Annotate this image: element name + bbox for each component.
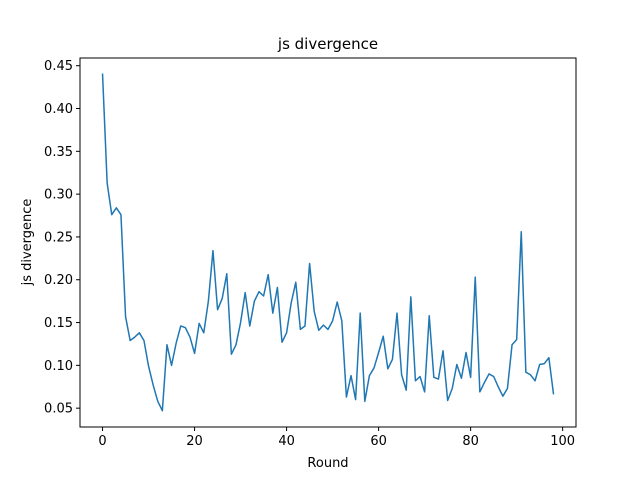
y-tick-label: 0.05 <box>44 402 73 417</box>
chart-title: js divergence <box>277 35 378 53</box>
y-tick-label: 0.35 <box>44 145 73 160</box>
y-tick-label: 0.30 <box>44 188 73 203</box>
y-axis-label: js divergence <box>20 199 35 287</box>
x-tick-label: 40 <box>278 434 295 449</box>
y-tick-label: 0.45 <box>44 59 73 74</box>
y-tick-label: 0.15 <box>44 316 73 331</box>
x-axis-label: Round <box>307 456 348 471</box>
x-tick-label: 60 <box>370 434 387 449</box>
x-tick-label: 100 <box>550 434 575 449</box>
y-tick-label: 0.25 <box>44 230 73 245</box>
x-tick-label: 80 <box>462 434 479 449</box>
x-tick-label: 0 <box>98 434 106 449</box>
y-tick-label: 0.40 <box>44 102 73 117</box>
x-tick-label: 20 <box>186 434 203 449</box>
y-tick-label: 0.10 <box>44 359 73 374</box>
y-tick-label: 0.20 <box>44 273 73 288</box>
